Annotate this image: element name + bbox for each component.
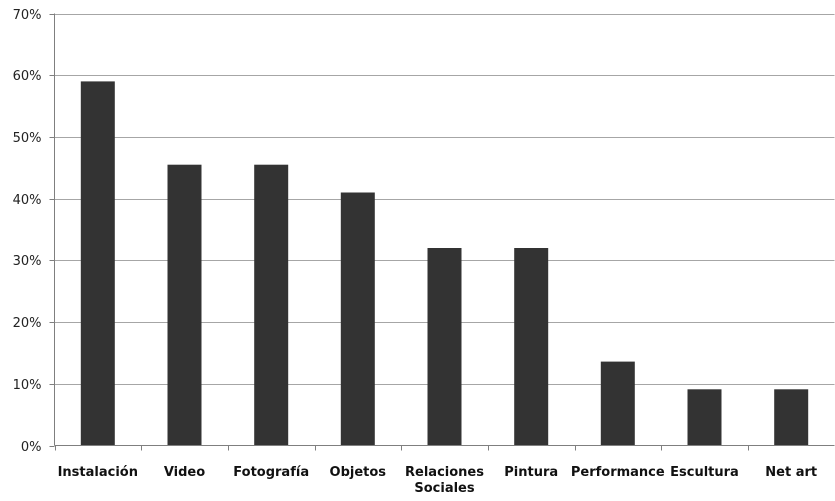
- x-tick-label-line: Video: [164, 465, 205, 480]
- x-tick-label: Video: [164, 465, 205, 480]
- x-tick-label: Pintura: [504, 465, 558, 480]
- axes: [49, 13, 835, 451]
- bar-net-art: [774, 389, 809, 446]
- x-tick-label-line: Instalación: [58, 465, 138, 480]
- x-tick-label-line: Escultura: [670, 465, 739, 480]
- y-tick-label: 30%: [13, 254, 42, 269]
- y-tick-label: 0%: [21, 440, 42, 455]
- y-tick-label: 10%: [13, 378, 42, 393]
- bar-escultura: [687, 389, 722, 446]
- x-tick-label-line: Net art: [765, 465, 817, 480]
- x-tick-label-line: Objetos: [330, 465, 387, 480]
- x-tick-label-line: Relaciones: [405, 465, 484, 480]
- x-tick-label-line: Sociales: [414, 481, 475, 496]
- x-tick-label: Escultura: [670, 465, 739, 480]
- x-tick-label: Objetos: [330, 465, 387, 480]
- bar-relaciones-sociales: [427, 248, 462, 446]
- y-tick-label: 20%: [13, 316, 42, 331]
- y-tick-label: 50%: [13, 131, 42, 146]
- y-tick-label: 40%: [13, 193, 42, 208]
- x-tick-label: Net art: [765, 465, 817, 480]
- y-tick-label: 60%: [13, 69, 42, 84]
- bar-pintura: [514, 248, 549, 446]
- bar-instalación: [80, 81, 115, 446]
- y-axis-tick-labels: 0% 10% 20% 30% 40% 50% 60% 70%: [13, 8, 42, 455]
- x-axis-tick-labels: Instalación Video Fotografía Objetos Relacio…: [58, 465, 818, 496]
- bars: [80, 81, 809, 446]
- bar-video: [167, 164, 202, 446]
- x-tick-label: Relaciones Sociales: [405, 465, 484, 496]
- x-tick-label-line: Fotografía: [233, 465, 309, 480]
- y-tick-label: 70%: [13, 8, 42, 23]
- x-tick-label: Performance: [571, 465, 665, 480]
- x-tick-label-line: Performance: [571, 465, 665, 480]
- bar-fotografía: [254, 164, 289, 446]
- bar-objetos: [340, 192, 375, 446]
- x-tick-label: Fotografía: [233, 465, 309, 480]
- bar-performance: [600, 361, 635, 446]
- x-tick-label: Instalación: [58, 465, 138, 480]
- x-tick-label-line: Pintura: [504, 465, 558, 480]
